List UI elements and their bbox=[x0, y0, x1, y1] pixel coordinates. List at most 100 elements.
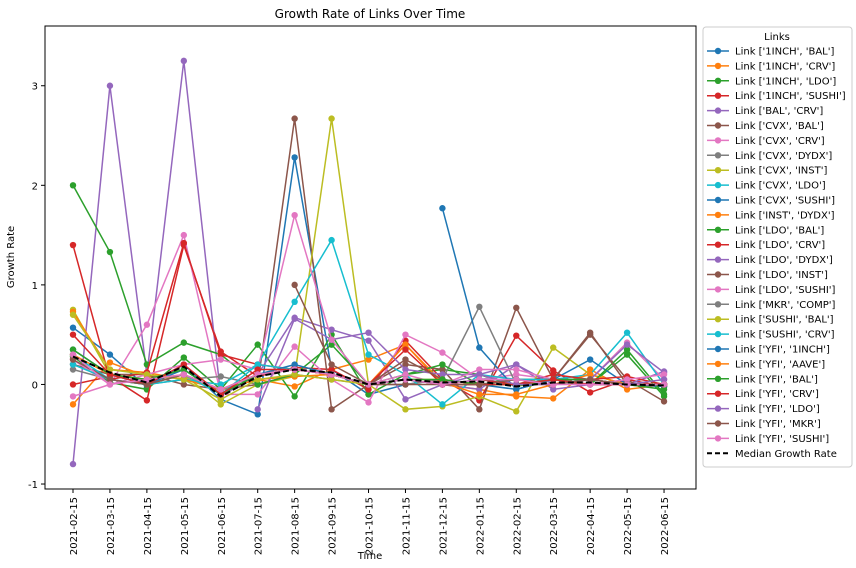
legend-marker bbox=[714, 241, 722, 248]
legend-marker bbox=[714, 316, 722, 323]
data-point bbox=[550, 386, 557, 393]
legend-marker bbox=[714, 152, 722, 159]
legend-marker bbox=[714, 211, 722, 219]
data-point bbox=[291, 383, 298, 390]
data-point bbox=[550, 371, 557, 378]
data-point bbox=[254, 361, 261, 368]
series-line bbox=[257, 317, 665, 410]
x-tick-label: 2022-02-15 bbox=[512, 497, 523, 555]
y-tick-label: 2 bbox=[32, 181, 38, 192]
x-tick-label: 2022-01-15 bbox=[475, 497, 486, 555]
data-point bbox=[439, 371, 446, 378]
data-point bbox=[402, 371, 409, 378]
data-point bbox=[402, 376, 409, 383]
data-point bbox=[660, 376, 668, 383]
data-point bbox=[69, 241, 77, 249]
data-point bbox=[328, 341, 335, 348]
y-tick-label: 1 bbox=[32, 281, 38, 292]
data-point bbox=[365, 337, 372, 344]
data-point bbox=[217, 356, 224, 363]
data-point bbox=[513, 304, 520, 311]
legend-marker bbox=[714, 77, 722, 85]
data-point bbox=[402, 361, 409, 368]
legend-label: Link ['MKR', 'COMP'] bbox=[735, 300, 836, 311]
data-point bbox=[69, 182, 77, 189]
data-point bbox=[365, 356, 372, 363]
data-point bbox=[365, 386, 372, 393]
data-point bbox=[180, 381, 188, 388]
data-point bbox=[476, 344, 483, 351]
data-point bbox=[291, 315, 298, 322]
data-point bbox=[328, 361, 335, 368]
data-point bbox=[550, 344, 557, 351]
data-point bbox=[69, 351, 77, 358]
data-point bbox=[660, 386, 668, 393]
data-point bbox=[328, 115, 335, 122]
data-point bbox=[328, 366, 335, 373]
data-point bbox=[439, 376, 446, 383]
plot-layer bbox=[69, 57, 668, 468]
data-point bbox=[660, 371, 668, 378]
data-point bbox=[180, 57, 188, 65]
x-tick-label: 2021-10-15 bbox=[365, 497, 376, 555]
data-point bbox=[180, 376, 188, 383]
data-point bbox=[254, 406, 261, 413]
data-point bbox=[254, 381, 261, 388]
data-point bbox=[143, 321, 151, 328]
data-point bbox=[180, 239, 188, 247]
data-point bbox=[180, 354, 188, 361]
data-point bbox=[106, 359, 114, 366]
x-tick-label: 2021-12-15 bbox=[438, 497, 449, 555]
data-point bbox=[291, 281, 298, 289]
legend-label: Link ['1INCH', 'BAL'] bbox=[735, 47, 834, 58]
legend-label: Link ['YFI', 'MKR'] bbox=[735, 419, 821, 430]
data-point bbox=[513, 391, 520, 398]
legend-marker bbox=[714, 420, 722, 427]
data-point bbox=[106, 381, 114, 388]
legend-label: Link ['CVX', 'CRV'] bbox=[735, 136, 825, 147]
y-tick-label: 0 bbox=[32, 380, 38, 391]
data-point bbox=[402, 356, 409, 363]
data-point bbox=[476, 406, 483, 413]
data-point bbox=[69, 381, 77, 388]
legend-label: Link ['BAL', 'CRV'] bbox=[735, 106, 823, 117]
x-tick-label: 2022-04-15 bbox=[586, 497, 597, 555]
data-point bbox=[623, 376, 631, 383]
data-point bbox=[550, 376, 557, 383]
chart-title: Growth Rate of Links Over Time bbox=[275, 7, 466, 21]
legend-marker bbox=[714, 360, 722, 368]
legend-label: Link ['LDO', 'DYDX'] bbox=[735, 255, 833, 266]
data-point bbox=[328, 326, 335, 333]
x-tick-label: 2021-07-15 bbox=[254, 497, 265, 555]
legend-title: Links bbox=[764, 32, 790, 43]
legend-label: Link ['YFI', '1INCH'] bbox=[735, 345, 830, 356]
data-point bbox=[291, 361, 298, 368]
data-point bbox=[586, 389, 594, 396]
x-tick-label: 2022-05-15 bbox=[623, 497, 634, 555]
data-point bbox=[291, 211, 298, 219]
series-line bbox=[72, 118, 665, 411]
data-point bbox=[254, 376, 261, 383]
data-point bbox=[623, 351, 631, 358]
legend-label: Link ['YFI', 'BAL'] bbox=[735, 374, 818, 385]
data-point bbox=[180, 371, 188, 378]
data-point bbox=[660, 398, 668, 405]
data-point bbox=[402, 406, 409, 413]
legend-label: Link ['YFI', 'LDO'] bbox=[735, 404, 820, 415]
data-point bbox=[217, 401, 224, 408]
x-tick-label: 2021-11-15 bbox=[401, 497, 412, 555]
y-axis-label: Growth Rate bbox=[6, 226, 17, 288]
line-series bbox=[439, 205, 668, 393]
legend-label: Link ['1INCH', 'CRV'] bbox=[735, 61, 835, 72]
legend-label: Median Growth Rate bbox=[735, 449, 837, 460]
legend-marker bbox=[714, 167, 722, 174]
data-point bbox=[217, 351, 224, 358]
x-tick-label: 2022-03-15 bbox=[549, 497, 560, 555]
data-point bbox=[143, 397, 151, 404]
data-point bbox=[439, 349, 446, 356]
legend-marker bbox=[714, 122, 722, 129]
data-point bbox=[476, 303, 483, 310]
legend-label: Link ['CVX', 'DYDX'] bbox=[735, 151, 832, 162]
data-point bbox=[660, 391, 668, 398]
data-point bbox=[254, 411, 261, 418]
